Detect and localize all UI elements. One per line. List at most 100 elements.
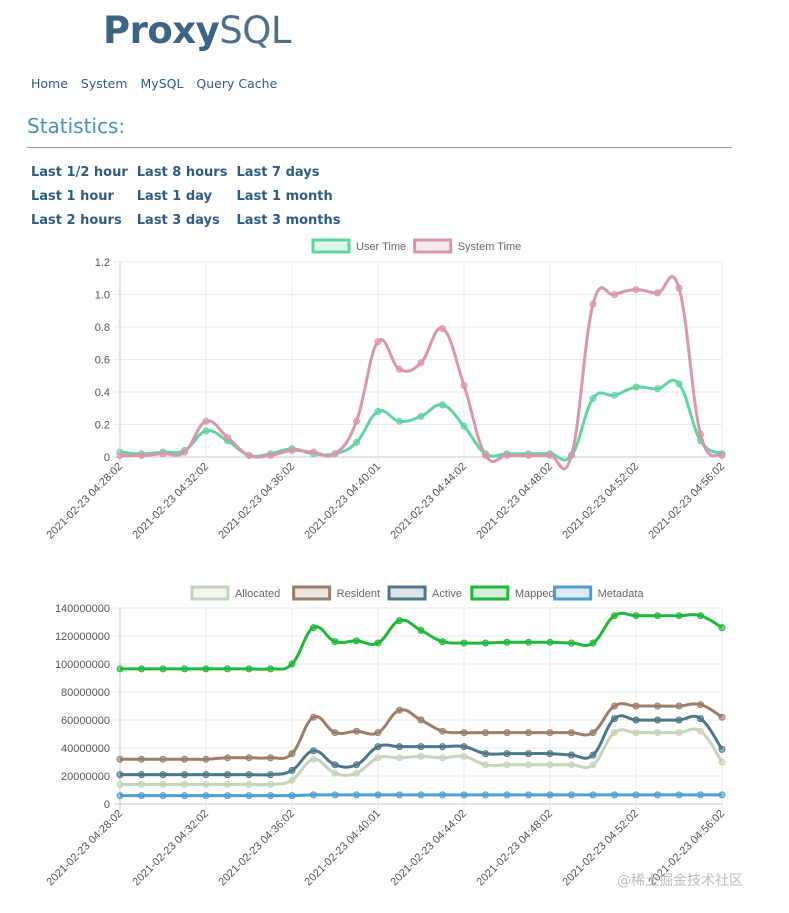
data-point xyxy=(245,665,253,673)
data-point xyxy=(202,427,210,435)
data-point xyxy=(675,380,683,388)
data-point xyxy=(568,639,575,647)
legend-swatch xyxy=(190,585,230,601)
data-point xyxy=(181,665,188,673)
data-point xyxy=(675,702,683,710)
range-last-2-hours-link[interactable]: Last 2 hours xyxy=(31,212,122,228)
data-point xyxy=(632,286,640,294)
data-point xyxy=(503,761,511,769)
data-point xyxy=(138,780,145,788)
range-last-1-month-link[interactable]: Last 1 month xyxy=(236,188,333,204)
legend-label: System Time xyxy=(458,241,522,253)
data-point xyxy=(417,359,425,367)
data-point xyxy=(353,438,360,446)
range-last-1-hour-link[interactable]: Last 1 hour xyxy=(31,188,114,204)
data-point xyxy=(288,660,296,668)
nav-query-cache-link[interactable]: Query Cache xyxy=(196,76,278,91)
nav-home-link[interactable]: Home xyxy=(31,76,68,91)
data-point xyxy=(267,771,274,779)
series-active xyxy=(116,714,726,779)
range-last-3-days-link[interactable]: Last 3 days xyxy=(136,212,220,228)
data-point xyxy=(632,612,640,620)
data-point xyxy=(116,771,124,779)
data-point xyxy=(202,771,210,779)
data-point xyxy=(589,639,597,647)
y-tick-label: 0 xyxy=(104,799,110,811)
legend-label: Allocated xyxy=(235,588,280,600)
x-tick-label: 2021-02-23 04:28:02 xyxy=(44,808,125,889)
y-tick-label: 0.4 xyxy=(95,387,110,399)
data-point xyxy=(245,780,253,788)
data-point xyxy=(460,422,468,430)
data-point xyxy=(568,761,575,769)
series-line xyxy=(120,611,723,671)
range-last-half-hour-link[interactable]: Last 1/2 hour xyxy=(31,164,128,180)
data-point xyxy=(138,771,145,779)
x-tick-label: 2021-02-23 04:40:01 xyxy=(302,461,383,542)
data-point xyxy=(202,755,210,763)
data-point xyxy=(202,665,210,673)
data-point xyxy=(568,729,575,737)
data-point xyxy=(503,750,511,758)
data-point xyxy=(482,761,489,769)
logo-light-text: SQL xyxy=(219,9,292,52)
y-tick-label: 80000000 xyxy=(61,687,110,699)
data-point xyxy=(374,338,382,346)
data-point xyxy=(632,702,640,710)
data-point xyxy=(396,417,403,425)
series-mapped xyxy=(116,611,726,673)
data-point xyxy=(331,761,339,769)
data-point xyxy=(632,383,640,391)
data-point xyxy=(374,754,382,762)
data-point xyxy=(525,761,532,769)
data-point xyxy=(675,716,683,724)
data-point xyxy=(267,665,274,673)
range-last-8-hours-link[interactable]: Last 8 hours xyxy=(136,164,228,180)
memory-usage-chart: Allocated Resident Active Mapped Metadata020… xyxy=(44,585,727,889)
data-point xyxy=(353,727,360,735)
range-last-1-day-link[interactable]: Last 1 day xyxy=(136,188,213,204)
data-point xyxy=(159,665,167,673)
data-point xyxy=(697,715,704,723)
logo-bold-text: Proxy xyxy=(103,9,220,52)
legend-swatch xyxy=(292,585,332,601)
nav-system-link[interactable]: System xyxy=(80,76,128,91)
legend-label: Metadata xyxy=(598,588,645,600)
nav-mysql-link[interactable]: MySQL xyxy=(140,76,184,91)
data-point xyxy=(503,451,511,459)
data-point xyxy=(675,284,683,292)
data-point xyxy=(546,451,554,459)
data-point xyxy=(546,761,554,769)
x-tick-label: 2021-02-23 04:44:02 xyxy=(388,808,469,889)
data-point xyxy=(654,385,661,393)
data-point xyxy=(589,729,597,737)
x-tick-label: 2021-02-23 04:36:02 xyxy=(216,808,297,889)
data-point xyxy=(525,750,532,758)
data-point xyxy=(568,751,575,759)
data-point xyxy=(439,401,446,409)
legend-item: User Time xyxy=(311,238,406,254)
data-point xyxy=(396,365,403,373)
data-point xyxy=(374,743,382,751)
data-point xyxy=(525,451,532,459)
data-point xyxy=(482,639,489,647)
y-tick-label: 0 xyxy=(104,452,110,464)
data-point xyxy=(654,791,661,799)
data-point xyxy=(353,761,360,769)
legend-swatch xyxy=(470,585,510,601)
data-point xyxy=(417,412,425,420)
data-point xyxy=(589,751,597,759)
data-point xyxy=(417,791,425,799)
data-point xyxy=(654,612,661,620)
data-point xyxy=(159,771,167,779)
data-point xyxy=(417,716,425,724)
range-last-3-months-link[interactable]: Last 3 months xyxy=(236,212,341,228)
data-point xyxy=(310,747,317,755)
data-point xyxy=(482,750,489,758)
data-point xyxy=(224,754,231,762)
range-last-7-days-link[interactable]: Last 7 days xyxy=(236,164,320,180)
y-tick-label: 40000000 xyxy=(61,743,110,755)
data-point xyxy=(159,792,167,800)
data-point xyxy=(697,701,704,709)
data-point xyxy=(525,729,532,737)
